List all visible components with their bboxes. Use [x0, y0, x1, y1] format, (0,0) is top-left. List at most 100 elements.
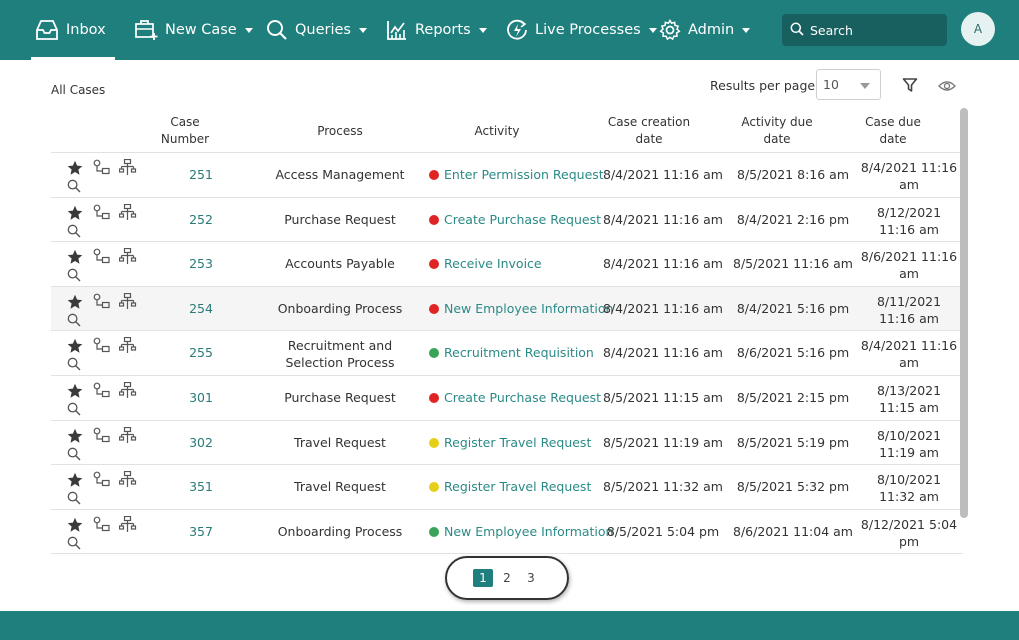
nav-live-processes[interactable]: Live Processes [506, 0, 657, 60]
activity-link[interactable]: Enter Permission Request [429, 167, 604, 182]
status-dot [429, 303, 439, 314]
activity-name: Recruitment Requisition [444, 345, 594, 361]
star-icon[interactable] [67, 294, 83, 310]
header-case-number[interactable]: Case Number [160, 115, 210, 146]
flow-icon[interactable] [118, 515, 137, 532]
magnify-icon[interactable] [67, 446, 81, 461]
case-number-link[interactable]: 253 [189, 256, 213, 272]
case-number-link[interactable]: 302 [189, 434, 213, 450]
table-row[interactable]: 254 Onboarding Process New Employee Inform… [51, 286, 963, 332]
magnify-icon[interactable] [67, 223, 81, 238]
results-per-page-select[interactable]: 10 [816, 69, 881, 100]
header-activity-due-date[interactable]: Activity due date [741, 115, 813, 146]
activity-link[interactable]: Register Travel Request [429, 479, 604, 494]
nav-admin-label: Admin [688, 22, 735, 38]
star-icon[interactable] [67, 517, 83, 533]
table-row[interactable]: 255 Recruitment and Selection Process Recr… [51, 331, 963, 376]
table-row[interactable]: 357 Onboarding Process New Employee Inform… [51, 510, 963, 555]
page-1-button[interactable]: 1 [473, 569, 493, 587]
table-scrollbar[interactable] [960, 108, 968, 518]
table-row[interactable]: 253 Accounts Payable Receive Invoice 8/4/20… [51, 242, 963, 287]
flow-icon[interactable] [118, 426, 137, 443]
nav-inbox[interactable]: Inbox [31, 0, 115, 60]
header-activity[interactable]: Activity [474, 124, 520, 138]
magnify-icon[interactable] [67, 490, 81, 505]
activity-link[interactable]: Register Travel Request [429, 435, 604, 450]
star-icon[interactable] [67, 428, 83, 444]
history-icon[interactable] [93, 382, 110, 398]
history-icon[interactable] [93, 471, 110, 487]
search-icon [266, 19, 288, 41]
case-number-link[interactable]: 301 [189, 389, 213, 405]
activity-name: Enter Permission Request [444, 167, 604, 182]
case-number-link[interactable]: 252 [189, 211, 213, 227]
case-number-link[interactable]: 251 [189, 167, 213, 182]
activity-link[interactable]: New Employee Information [429, 301, 613, 316]
flow-icon[interactable] [118, 337, 137, 354]
history-icon[interactable] [93, 516, 110, 532]
activity-link[interactable]: Receive Invoice [429, 256, 604, 271]
table-row[interactable]: 301 Purchase Request Create Purchase Reque… [51, 376, 963, 421]
avatar[interactable]: A [961, 12, 995, 46]
chevron-down-icon [648, 27, 657, 33]
nav-new-case[interactable]: New Case [134, 0, 253, 60]
activity-link[interactable]: Recruitment Requisition [429, 345, 604, 360]
page-3-button[interactable]: 3 [527, 571, 535, 585]
table-row[interactable]: 252 Purchase Request Create Purchase Reque… [51, 198, 963, 243]
star-icon[interactable] [67, 383, 83, 399]
case-creation-date: 8/4/2021 11:16 am [603, 256, 723, 272]
flow-icon[interactable] [118, 292, 137, 309]
eye-icon[interactable] [938, 78, 956, 92]
nav-queries[interactable]: Queries [266, 0, 367, 60]
results-per-page-label: Results per page [710, 78, 816, 93]
filter-icon[interactable] [902, 77, 918, 93]
status-dot [429, 348, 439, 359]
activity-link[interactable]: Create Purchase Request [429, 212, 604, 227]
magnify-icon[interactable] [67, 312, 81, 327]
case-number-link[interactable]: 351 [189, 479, 213, 495]
header-process[interactable]: Process [317, 124, 363, 138]
star-icon[interactable] [67, 249, 83, 265]
table-row[interactable]: 251 Access Management Enter Permission Req… [51, 153, 963, 198]
nav-inbox-label: Inbox [66, 22, 106, 38]
flow-icon[interactable] [118, 158, 137, 175]
live-processes-icon [506, 19, 528, 41]
magnify-icon[interactable] [67, 356, 81, 371]
history-icon[interactable] [93, 427, 110, 443]
search-input[interactable] [810, 22, 940, 38]
table-row[interactable]: 351 Travel Request Register Travel Request… [51, 465, 963, 510]
nav-reports[interactable]: Reports [386, 0, 487, 60]
flow-icon[interactable] [118, 248, 137, 265]
chevron-down-icon [860, 83, 870, 89]
process-name: Recruitment and Selection Process [285, 338, 395, 371]
case-number-link[interactable]: 357 [189, 523, 213, 539]
activity-link[interactable]: Create Purchase Request [429, 390, 604, 405]
history-icon[interactable] [93, 159, 110, 175]
case-number-link[interactable]: 255 [189, 345, 213, 361]
case-number-link[interactable]: 254 [189, 300, 213, 316]
magnify-icon[interactable] [67, 267, 81, 282]
star-icon[interactable] [67, 472, 83, 488]
activity-link[interactable]: New Employee Information [429, 524, 613, 539]
magnify-icon[interactable] [67, 535, 81, 550]
flow-icon[interactable] [118, 203, 137, 220]
star-icon[interactable] [67, 205, 83, 221]
history-icon[interactable] [93, 293, 110, 309]
history-icon[interactable] [93, 337, 110, 353]
table-row[interactable]: 302 Travel Request Register Travel Request… [51, 421, 963, 466]
case-creation-date: 8/4/2021 11:16 am [603, 300, 723, 316]
page-2-button[interactable]: 2 [503, 571, 511, 585]
history-icon[interactable] [93, 204, 110, 220]
magnify-icon[interactable] [67, 178, 81, 193]
global-search[interactable] [782, 14, 947, 46]
magnify-icon[interactable] [67, 401, 81, 416]
header-case-due-date[interactable]: Case due date [865, 115, 921, 146]
flow-icon[interactable] [118, 381, 137, 398]
nav-admin[interactable]: Admin [659, 0, 751, 60]
activity-name: Register Travel Request [444, 479, 592, 495]
header-case-creation-date[interactable]: Case creation date [607, 115, 691, 146]
flow-icon[interactable] [118, 471, 137, 488]
star-icon[interactable] [67, 338, 83, 354]
star-icon[interactable] [67, 160, 83, 176]
history-icon[interactable] [93, 248, 110, 264]
